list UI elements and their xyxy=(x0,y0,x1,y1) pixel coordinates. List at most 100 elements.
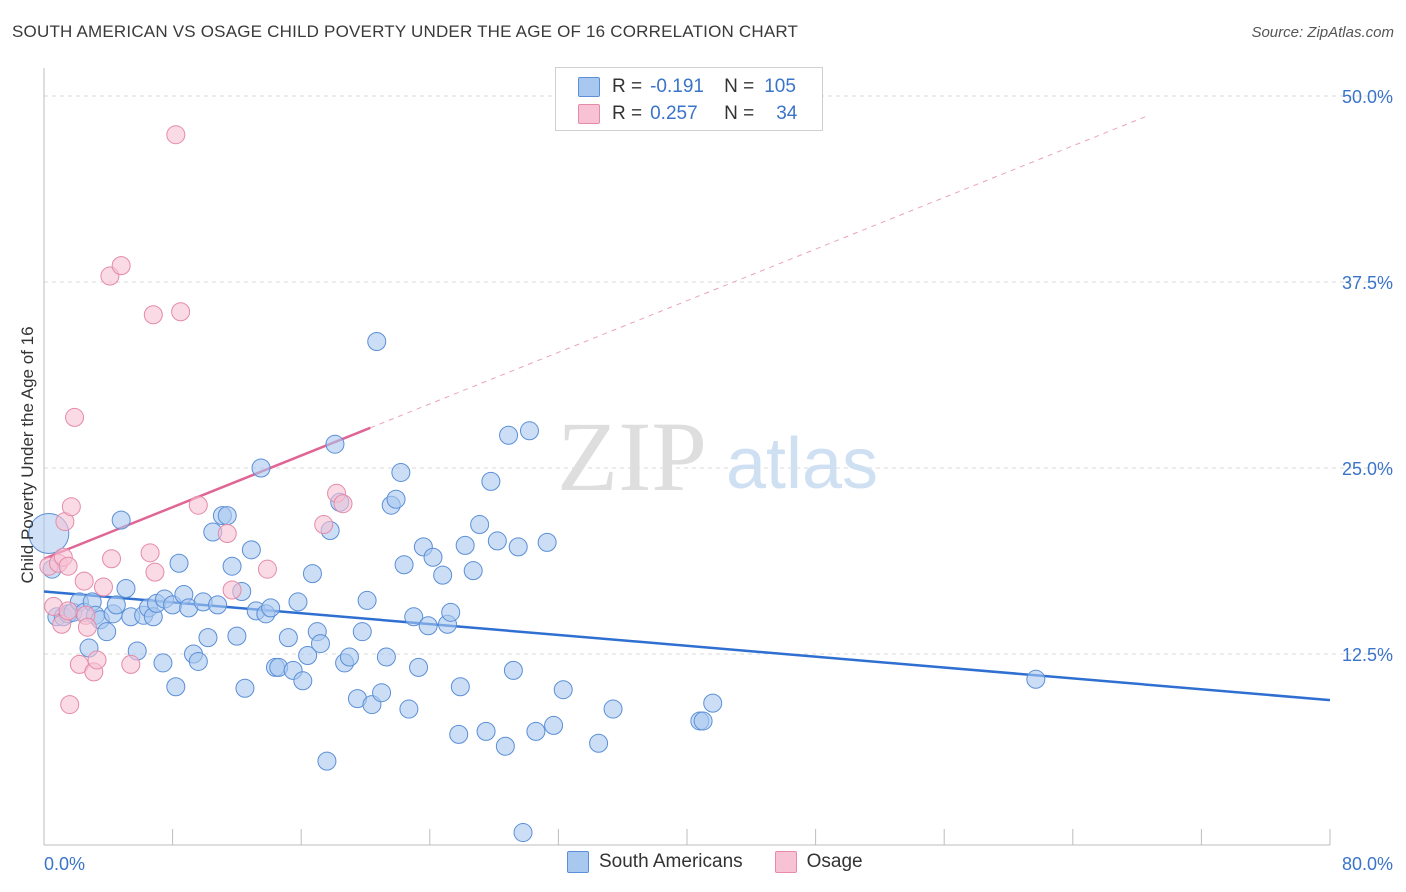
data-point xyxy=(463,561,483,581)
data-point xyxy=(188,651,208,671)
legend-item-south-americans: South Americans xyxy=(567,851,743,873)
legend-label: Osage xyxy=(806,851,863,872)
data-point xyxy=(513,823,533,843)
y-tick-labels: 12.5% 25.0% 37.5% 50.0% xyxy=(1342,87,1393,665)
data-point xyxy=(544,715,564,735)
data-point xyxy=(166,125,186,145)
trend-line-osage xyxy=(43,426,371,560)
data-point xyxy=(386,489,406,509)
data-point xyxy=(589,733,609,753)
series-legend: South Americans Osage xyxy=(567,851,895,873)
legend-n-label: N = xyxy=(724,103,755,124)
data-point xyxy=(391,462,411,482)
data-point xyxy=(171,302,191,322)
data-point xyxy=(314,515,334,535)
watermark: ZIP atlas xyxy=(557,401,878,512)
legend-r-label: R = xyxy=(612,103,643,124)
legend-row-south-americans: R = -0.191 N = 105 xyxy=(578,74,796,100)
legend-r-value: 0.257 xyxy=(650,103,698,124)
axes xyxy=(43,68,1331,846)
data-point xyxy=(449,724,469,744)
data-point xyxy=(58,601,78,621)
y-tick-label: 37.5% xyxy=(1342,273,1393,293)
y-tick-label: 50.0% xyxy=(1342,87,1393,107)
data-point xyxy=(222,580,242,600)
watermark-atlas: atlas xyxy=(726,424,878,504)
y-tick-label: 25.0% xyxy=(1342,459,1393,479)
data-point xyxy=(372,683,392,703)
data-point xyxy=(121,654,141,674)
data-point xyxy=(60,695,80,715)
data-point xyxy=(65,407,85,427)
source-note: Source: ZipAtlas.com xyxy=(1251,24,1394,41)
data-point xyxy=(455,535,475,555)
data-point xyxy=(116,579,136,599)
data-point xyxy=(325,434,345,454)
legend-r-value: -0.191 xyxy=(650,76,704,97)
data-point xyxy=(526,721,546,741)
data-point xyxy=(603,699,623,719)
data-point xyxy=(227,626,247,646)
data-point xyxy=(339,647,359,667)
legend-swatch-blue xyxy=(578,77,600,97)
trend-extension-osage xyxy=(370,116,1146,429)
data-point xyxy=(394,555,414,575)
data-point xyxy=(208,595,228,615)
data-point xyxy=(169,553,189,573)
gridlines xyxy=(44,95,1392,655)
data-point xyxy=(310,634,330,654)
data-point xyxy=(441,602,461,622)
data-point xyxy=(153,653,173,673)
data-point xyxy=(293,671,313,691)
data-point xyxy=(693,711,713,731)
data-point xyxy=(145,562,165,582)
data-point xyxy=(333,494,353,514)
legend-label: South Americans xyxy=(599,851,743,872)
data-point xyxy=(111,510,131,530)
data-point xyxy=(418,616,438,636)
data-point xyxy=(74,571,94,591)
data-point xyxy=(404,607,424,627)
data-point xyxy=(553,680,573,700)
data-point xyxy=(302,564,322,584)
data-point xyxy=(537,532,557,552)
data-point xyxy=(198,628,218,648)
x-tick-label: 80.0% xyxy=(1342,854,1393,874)
data-point xyxy=(399,699,419,719)
legend-swatch-blue xyxy=(567,851,589,873)
data-point xyxy=(499,425,519,445)
data-point xyxy=(140,543,160,563)
data-point xyxy=(409,657,429,677)
data-point xyxy=(61,497,81,517)
legend-n-value: 105 xyxy=(764,76,796,97)
data-point xyxy=(111,256,131,276)
data-point xyxy=(251,458,271,478)
legend-swatch-pink xyxy=(578,104,600,124)
legend-n-value: 34 xyxy=(776,103,798,124)
data-point xyxy=(288,592,308,612)
data-point xyxy=(298,645,318,665)
data-point xyxy=(217,523,237,543)
data-point xyxy=(143,305,163,325)
data-point xyxy=(217,506,237,526)
legend-row-osage: R = 0.257 N = 34 xyxy=(578,101,797,127)
data-point xyxy=(97,622,117,642)
x-tick-label: 0.0% xyxy=(44,854,85,874)
data-point xyxy=(261,598,281,618)
data-point xyxy=(376,647,396,667)
data-point xyxy=(188,495,208,515)
data-point xyxy=(1026,669,1046,689)
data-point xyxy=(58,556,78,576)
data-point xyxy=(93,577,113,597)
points-south-americans xyxy=(28,332,1046,843)
legend-item-osage: Osage xyxy=(774,851,863,873)
y-tick-label: 12.5% xyxy=(1342,645,1393,665)
data-point xyxy=(278,628,298,648)
data-point xyxy=(495,736,515,756)
data-point xyxy=(423,547,443,567)
x-tick-labels: 0.0% 80.0% xyxy=(44,854,1393,874)
data-point xyxy=(102,549,122,569)
legend-n-label: N = xyxy=(724,76,755,97)
data-point xyxy=(503,660,523,680)
